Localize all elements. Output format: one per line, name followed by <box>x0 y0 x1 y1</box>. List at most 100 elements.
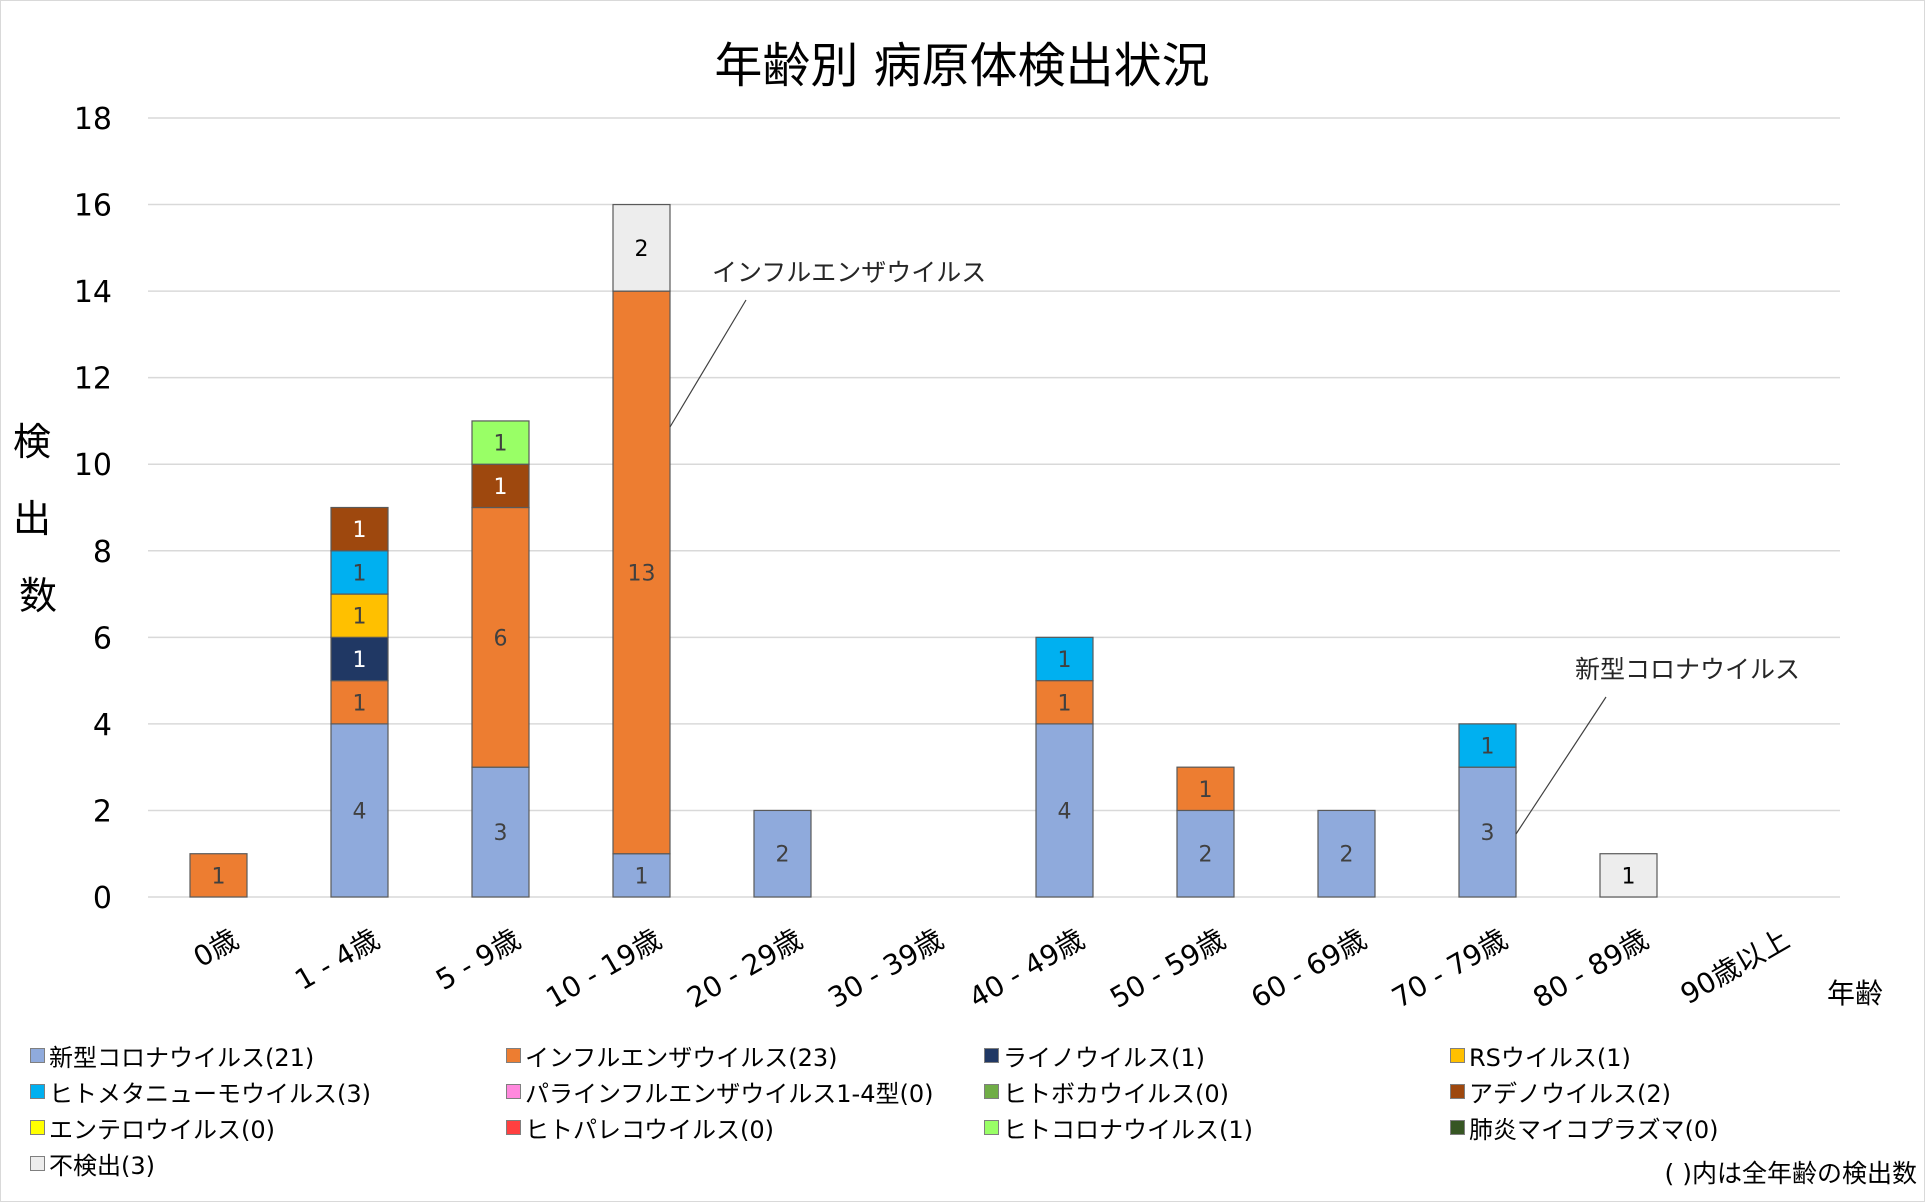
legend-label: 不検出(3) <box>49 1152 155 1180</box>
bar-segment <box>612 853 671 898</box>
y-axis-ticks: 0 2 4 6 8 10 12 14 16 18 <box>74 102 112 916</box>
legend-item: RSウイルス(1) <box>1450 1038 1631 1073</box>
legend-footnote: ( )内は全年齢の検出数 <box>1664 1159 1917 1188</box>
data-label: 1 <box>1199 778 1213 803</box>
legend-swatch <box>984 1120 999 1135</box>
y-tick-label: 12 <box>74 362 112 397</box>
annotation-label: インフルエンザウイルス <box>712 258 986 287</box>
legend-swatch <box>30 1120 45 1135</box>
legend-item: インフルエンザウイルス(23) <box>506 1038 838 1073</box>
x-tick-label: 0歳 <box>188 922 244 973</box>
data-label: 3 <box>1481 821 1495 846</box>
data-label: 2 <box>635 237 649 262</box>
legend-label: アデノウイルス(2) <box>1469 1080 1671 1108</box>
legend-swatch <box>1450 1048 1465 1063</box>
data-label: 1 <box>353 605 367 630</box>
data-label: 1 <box>353 691 367 716</box>
bar-segment <box>330 506 389 552</box>
data-label: 2 <box>776 843 790 868</box>
data-label: 1 <box>1058 648 1072 673</box>
bar-segment <box>612 203 671 292</box>
legend-swatch <box>506 1120 521 1135</box>
legend-swatch <box>1450 1084 1465 1099</box>
legend-label: ライノウイルス(1) <box>1003 1044 1205 1072</box>
x-tick-label: 20 - 29歳 <box>681 922 808 1014</box>
bar-segment <box>753 809 812 898</box>
legend-item: 不検出(3) <box>30 1146 155 1181</box>
legend-swatch <box>30 1048 45 1063</box>
data-label: 1 <box>1622 864 1636 889</box>
x-tick-label: 70 - 79歳 <box>1386 922 1513 1014</box>
bar-segment <box>471 463 530 509</box>
data-label: 13 <box>628 561 656 586</box>
legend-swatch <box>506 1084 521 1099</box>
legend-label: ヒトコロナウイルス(1) <box>1003 1116 1253 1144</box>
data-label: 1 <box>494 432 508 457</box>
data-label: 4 <box>353 799 367 824</box>
data-label: 4 <box>1058 799 1072 824</box>
legend-item: ヒトボカウイルス(0) <box>984 1074 1229 1109</box>
bar-segment <box>1176 766 1235 812</box>
legend-label: RSウイルス(1) <box>1469 1044 1631 1072</box>
legend-item: ライノウイルス(1) <box>984 1038 1205 1073</box>
data-label: 1 <box>353 561 367 586</box>
bar-segment <box>1458 723 1517 768</box>
x-tick-label: 40 - 49歳 <box>963 922 1090 1014</box>
y-tick-label: 4 <box>93 708 112 743</box>
legend-label: ヒトパレコウイルス(0) <box>525 1116 775 1144</box>
bar-segment <box>330 636 389 682</box>
legend-label: ヒトボカウイルス(0) <box>1003 1080 1229 1108</box>
legend-item: パラインフルエンザウイルス1-4型(0) <box>506 1074 933 1109</box>
y-tick-label: 6 <box>93 621 112 656</box>
y-tick-label: 2 <box>93 794 112 829</box>
legend-swatch <box>1450 1120 1465 1135</box>
bar-segment <box>1035 723 1094 898</box>
data-label: 1 <box>635 864 649 889</box>
x-tick-label: 80 - 89歳 <box>1527 922 1654 1014</box>
x-tick-label: 60 - 69歳 <box>1245 922 1372 1014</box>
legend-item: エンテロウイルス(0) <box>30 1110 275 1145</box>
data-label: 1 <box>1058 691 1072 716</box>
data-label: 3 <box>494 821 508 846</box>
legend-item: ヒトメタニューモウイルス(3) <box>30 1074 371 1109</box>
y-tick-label: 0 <box>93 881 112 916</box>
data-label: 6 <box>494 626 508 651</box>
legend-item: ヒトパレコウイルス(0) <box>506 1110 774 1145</box>
legend-item: ヒトコロナウイルス(1) <box>984 1110 1253 1145</box>
legend-label: パラインフルエンザウイルス1-4型(0) <box>525 1080 934 1108</box>
legend-swatch <box>30 1084 45 1099</box>
legend-item: アデノウイルス(2) <box>1450 1074 1671 1109</box>
legend-swatch <box>984 1048 999 1063</box>
y-axis-label: 検 出 数 <box>13 420 63 618</box>
legend-swatch <box>30 1156 45 1171</box>
data-label: 1 <box>353 518 367 543</box>
y-tick-label: 10 <box>74 448 112 483</box>
bar-segment <box>471 420 530 465</box>
data-label: 1 <box>494 475 508 500</box>
x-tick-label: 50 - 59歳 <box>1104 922 1231 1014</box>
bar-segment <box>330 723 389 898</box>
legend-label: ヒトメタニューモウイルス(3) <box>49 1080 371 1108</box>
data-label: 1 <box>353 648 367 673</box>
legend-label: インフルエンザウイルス(23) <box>525 1044 838 1072</box>
bar-segment <box>1035 680 1094 725</box>
legend-item: 新型コロナウイルス(21) <box>30 1038 314 1073</box>
legend-label: 肺炎マイコプラズマ(0) <box>1469 1116 1719 1144</box>
bar-segment <box>471 766 530 898</box>
bar-segment <box>189 853 248 898</box>
y-tick-label: 14 <box>74 275 112 310</box>
annotation-leader-line <box>669 299 747 428</box>
bar-segment <box>612 290 671 855</box>
y-tick-label: 8 <box>93 535 112 570</box>
bar-segment <box>471 506 530 768</box>
data-label: 2 <box>1340 843 1354 868</box>
y-tick-label: 18 <box>74 102 112 137</box>
x-tick-label: 5 - 9歳 <box>430 922 526 996</box>
legend-label: エンテロウイルス(0) <box>49 1116 275 1144</box>
x-tick-label: 30 - 39歳 <box>822 922 949 1014</box>
x-tick-label: 1 - 4歳 <box>289 922 385 996</box>
bar-segment <box>330 680 389 725</box>
data-label: 1 <box>1481 735 1495 760</box>
